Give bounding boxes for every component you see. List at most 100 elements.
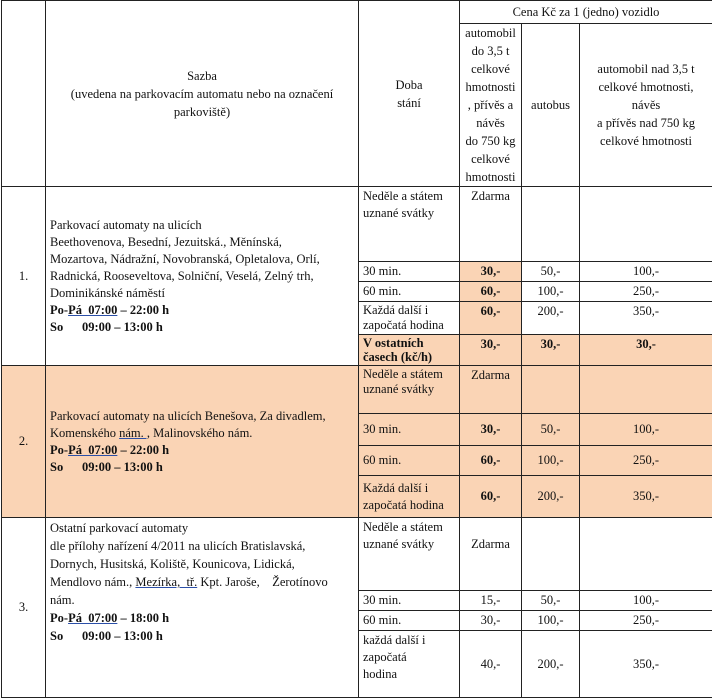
t: celkové hmotnosti, [584, 78, 708, 96]
doba-cell: Neděle a státem uznané svátky [359, 518, 460, 591]
hours-saturday: So 09:00 – 13:00 h [50, 627, 354, 645]
t: nám. [50, 591, 354, 609]
group-number: 2. [2, 366, 46, 518]
hours-weekday: Po-Pá 07:00 – 22:00 h [50, 442, 354, 459]
doba-cell: každá další i započatá hodina [359, 631, 460, 698]
t: – 22:00 h [117, 303, 169, 317]
t: Po- [50, 303, 68, 317]
desc-line: Mendlovo nám., Mezírka, tř. Kpt. Jaroše,… [50, 573, 354, 591]
t: do 3,5 t [461, 42, 520, 60]
price-heavy: 30,- [580, 335, 712, 366]
doba-cell: Neděle a státem uznané svátky [359, 366, 460, 414]
t: Komenského [50, 426, 119, 440]
price-heavy [580, 518, 712, 591]
doba-cell: Každá další i započatá hodina [359, 302, 460, 335]
price-car: Zdarma [460, 518, 522, 591]
doba-cell: 60 min. [359, 611, 460, 631]
doba-cell: V ostatních časech (kč/h) [359, 335, 460, 366]
t: , přívěs a [461, 96, 520, 114]
doba-cell: 30 min. [359, 591, 460, 611]
price-bus: 50,- [522, 414, 580, 446]
doba-l2: stání [363, 94, 455, 112]
t: automobil [461, 24, 520, 42]
price-heavy: 100,- [580, 414, 712, 446]
price-bus: 200,- [522, 631, 580, 698]
t: návěs [584, 96, 708, 114]
doba-cell: 60 min. [359, 282, 460, 302]
price-bus: 30,- [522, 335, 580, 366]
price-car: 60,- [460, 282, 522, 302]
price-car: 60,- [460, 446, 522, 476]
t: Radnická, Rooseveltova, Solniční, Veselá… [50, 268, 354, 285]
t: Kpt. Jaroše, Žerotínovo [197, 575, 328, 589]
group-number: 3. [2, 518, 46, 698]
hours-saturday: So 09:00 – 13:00 h [50, 319, 354, 336]
t: – 18:00 h [117, 611, 169, 625]
price-bus: 200,- [522, 302, 580, 335]
t: Dornych, Husitská, Koliště, Kounicova, L… [50, 555, 354, 573]
t: Po- [50, 611, 68, 625]
t: celkové [461, 60, 520, 78]
price-bus: 100,- [522, 611, 580, 631]
price-heavy: 100,- [580, 262, 712, 282]
t: hmotnosti [461, 168, 520, 186]
price-heavy: 350,- [580, 476, 712, 518]
t: Parkovací automaty na ulicích Benešova, … [50, 408, 354, 425]
doba-cell: 60 min. [359, 446, 460, 476]
t: Ostatní parkovací automaty [50, 519, 354, 537]
price-heavy: 100,- [580, 591, 712, 611]
price-heavy: 350,- [580, 631, 712, 698]
t: nám. , [119, 426, 150, 440]
price-bus: 50,- [522, 262, 580, 282]
price-car: 60,- [460, 476, 522, 518]
header-sazba: Sazba(uvedena na parkovacím automatu neb… [46, 1, 359, 187]
t: návěs [461, 114, 520, 132]
group-description: Parkovací automaty na ulicích Benešova, … [46, 366, 359, 518]
price-heavy: 250,- [580, 282, 712, 302]
hours-weekday: Po-Pá 07:00 – 22:00 h [50, 302, 354, 319]
price-heavy: 250,- [580, 611, 712, 631]
price-bus [522, 518, 580, 591]
group-number: 1. [2, 187, 46, 366]
price-heavy [580, 366, 712, 414]
price-bus: 100,- [522, 282, 580, 302]
t: Pá 07:00 [68, 443, 117, 457]
price-heavy: 250,- [580, 446, 712, 476]
t: Mendlovo nám., [50, 575, 135, 589]
t: celkové [461, 150, 520, 168]
price-bus: 50,- [522, 591, 580, 611]
doba-cell: Neděle a státem uznané svátky [359, 187, 460, 262]
header-cena: Cena Kč za 1 (jedno) vozidlo [460, 1, 712, 24]
t: Pá 07:00 [68, 303, 117, 317]
doba-l1: Doba [363, 76, 455, 94]
price-bus: 100,- [522, 446, 580, 476]
price-bus: 200,- [522, 476, 580, 518]
doba-cell: Každá další i započatá hodina [359, 476, 460, 518]
price-car: 30,- [460, 262, 522, 282]
t: Parkovací automaty na ulicích [50, 217, 354, 234]
hours-weekday: Po-Pá 07:00 – 18:00 h [50, 609, 354, 627]
price-car: 30,- [460, 335, 522, 366]
t: – 22:00 h [117, 443, 169, 457]
doba-cell: 30 min. [359, 414, 460, 446]
t: Beethovenova, Besední, Jezuitská., Měnín… [50, 234, 354, 251]
t: dle přílohy nařízení 4/2011 na ulicích B… [50, 537, 354, 555]
t: do 750 kg [461, 132, 520, 150]
price-bus [522, 366, 580, 414]
desc-line: Komenského nám. , Malinovského nám. [50, 425, 354, 442]
price-car: 40,- [460, 631, 522, 698]
price-heavy [580, 187, 712, 262]
t: Mozartova, Nádražní, Novobranská, Opleta… [50, 251, 354, 268]
header-num [2, 1, 46, 187]
price-car: 30,- [460, 414, 522, 446]
header-bus: autobus [522, 24, 580, 187]
price-car: Zdarma [460, 187, 522, 262]
t: automobil nad 3,5 t [584, 60, 708, 78]
sazba-label: Sazba [50, 67, 354, 85]
